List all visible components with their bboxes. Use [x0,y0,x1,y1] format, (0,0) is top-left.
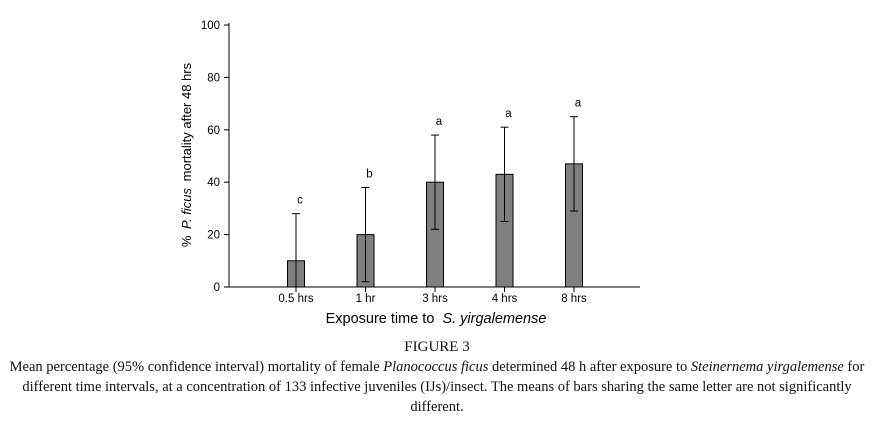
y-tick-label: 40 [207,177,220,189]
y-tick-label: 80 [207,72,220,84]
y-axis-label-suffix: mortality after 48 hrs [179,62,194,181]
caption-part-2: determined 48 h after exposure to [492,359,688,375]
x-axis-label: Exposure time to S. yirgalemense [326,311,547,327]
y-tick-label: 20 [207,230,220,242]
x-tick-label: 3 hrs [422,293,448,305]
bar-chart: 0 20 40 60 80 100 0.5 hrs 1 hr 3 hrs 4 hrs 8 hrs c… [179,20,640,327]
chart-axes: 0 20 40 60 80 100 0.5 hrs 1 hr 3 hrs 4 hrs 8 hrs [201,20,640,305]
significance-letter: a [575,98,582,110]
figure-label: FIGURE 3 [404,339,470,355]
y-tick-label: 0 [214,282,220,294]
x-tick-label: 4 hrs [492,293,518,305]
caption-species-2: Steinernema yirgalemense [690,359,844,375]
x-tick-label: 8 hrs [561,293,587,305]
significance-letter: a [436,116,443,128]
y-axis-label-species: P. ficus [179,187,194,228]
caption-text: Mean percentage (95% confidence interval… [0,357,874,417]
x-axis-label-species: S. yirgalemense [442,311,546,327]
x-tick-label: 0.5 hrs [278,293,313,305]
significance-letter: b [366,168,372,180]
significance-letter: c [297,195,303,207]
caption-species-1: Planococcus ficus [383,359,489,375]
y-tick-label: 100 [201,20,220,32]
caption-part-1: Mean percentage (95% confidence interval… [9,359,380,375]
figure-caption: FIGURE 3 Mean percentage (95% confidence… [0,337,874,417]
significance-letter: a [505,108,512,120]
caption-part-3: for different time intervals, at a conce… [22,359,865,415]
x-axis-label-text: Exposure time to [326,311,435,327]
y-axis-label-prefix: % [179,235,194,247]
chart-bars: c b a a a [287,98,583,288]
x-tick-label: 1 hr [356,293,376,305]
y-axis-label: % P. ficus mortality after 48 hrs [179,62,194,247]
y-tick-label: 60 [207,125,220,137]
